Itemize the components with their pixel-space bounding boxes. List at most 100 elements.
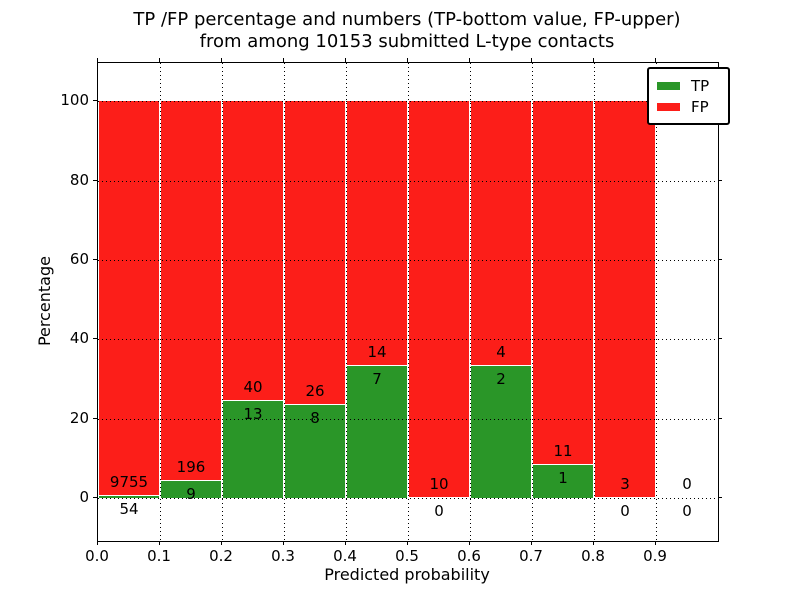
- x-tick-label: 0.3: [271, 547, 295, 565]
- x-tick-label: 0.8: [581, 547, 605, 565]
- tp-bar-segment: [223, 401, 283, 498]
- plot-area: TP FP 9755 54 196 9 40 13 26 8 14 7 10 0 4 2 11 1 3 0 0 0: [97, 62, 730, 542]
- tp-count-label: 8: [310, 409, 320, 427]
- tp-count-label: 13: [243, 405, 263, 423]
- fp-count-label: 3: [620, 475, 630, 493]
- x-tick-label: 0.0: [85, 547, 109, 565]
- fp-count-label: 26: [305, 382, 325, 400]
- x-tick-label: 0.2: [209, 547, 233, 565]
- horizontal-gridline: [98, 260, 718, 261]
- fp-count-label: 9755: [109, 473, 149, 491]
- x-tick-label: 0.5: [395, 547, 419, 565]
- fp-count-label: 10: [429, 475, 449, 493]
- tp-count-label: 0: [434, 502, 444, 520]
- x-axis-label: Predicted probability: [324, 565, 490, 584]
- vertical-gridline: [160, 63, 161, 541]
- fp-bar-segment: [533, 101, 593, 465]
- legend-item-fp: FP: [656, 96, 722, 117]
- x-tick-label: 0.7: [519, 547, 543, 565]
- legend-label-fp: FP: [691, 97, 709, 116]
- fp-bar-segment: [285, 101, 345, 405]
- x-tick-mark: [655, 58, 656, 62]
- y-tick-label: 80: [69, 171, 89, 189]
- vertical-gridline: [408, 63, 409, 541]
- tp-count-label: 2: [496, 370, 506, 388]
- legend-item-tp: TP: [656, 75, 722, 96]
- y-tick-mark: [93, 180, 97, 181]
- x-tick-mark: [221, 58, 222, 62]
- fp-count-label: 196: [176, 458, 206, 476]
- x-tick-mark: [97, 58, 98, 62]
- y-tick-mark: [718, 338, 722, 339]
- tp-swatch-icon: [656, 80, 681, 91]
- horizontal-gridline: [98, 101, 718, 102]
- x-tick-mark: [407, 541, 408, 545]
- tp-count-label: 0: [620, 502, 630, 520]
- vertical-gridline: [532, 63, 533, 541]
- y-tick-label: 40: [69, 329, 89, 347]
- fp-count-label: 0: [682, 475, 692, 493]
- fp-swatch-icon: [656, 101, 681, 112]
- tp-count-label: 7: [372, 370, 382, 388]
- tp-bar-segment: [471, 366, 531, 498]
- x-tick-mark: [655, 541, 656, 545]
- chart-title-line2: from among 10153 submitted L-type contac…: [199, 31, 615, 52]
- tp-count-label: 1: [558, 469, 568, 487]
- tp-bar-segment: [533, 465, 593, 498]
- y-tick-label: 20: [69, 409, 89, 427]
- fp-bar-segment: [347, 101, 407, 366]
- tp-bar-segment: [347, 366, 407, 498]
- y-tick-mark: [93, 497, 97, 498]
- y-tick-label: 100: [60, 91, 89, 109]
- y-tick-mark: [93, 418, 97, 419]
- y-tick-label: 0: [79, 488, 89, 506]
- fp-count-label: 4: [496, 343, 506, 361]
- y-tick-mark: [718, 259, 722, 260]
- tp-bar-segment: [99, 496, 159, 498]
- horizontal-gridline: [98, 498, 718, 499]
- tp-bar-segment: [161, 481, 221, 498]
- fp-count-label: 11: [553, 442, 573, 460]
- vertical-gridline: [284, 63, 285, 541]
- vertical-gridline: [470, 63, 471, 541]
- x-tick-mark: [221, 541, 222, 545]
- vertical-gridline: [594, 63, 595, 541]
- fp-bar-segment: [409, 101, 469, 498]
- fp-count-label: 14: [367, 343, 387, 361]
- tp-count-label: 54: [119, 500, 139, 518]
- x-tick-label: 0.1: [147, 547, 171, 565]
- x-tick-mark: [531, 541, 532, 545]
- x-tick-mark: [97, 541, 98, 545]
- fp-count-label: 40: [243, 378, 263, 396]
- vertical-gridline: [346, 63, 347, 541]
- y-tick-mark: [93, 259, 97, 260]
- legend-label-tp: TP: [691, 76, 710, 95]
- x-tick-mark: [345, 58, 346, 62]
- vertical-gridline: [222, 63, 223, 541]
- x-tick-mark: [345, 541, 346, 545]
- tp-bar-segment: [285, 405, 345, 498]
- x-tick-mark: [469, 58, 470, 62]
- y-axis-label: Percentage: [35, 256, 54, 347]
- x-tick-mark: [531, 58, 532, 62]
- chart-title: TP /FP percentage and numbers (TP-bottom…: [97, 9, 717, 53]
- horizontal-gridline: [98, 181, 718, 182]
- x-tick-mark: [469, 541, 470, 545]
- horizontal-gridline: [98, 419, 718, 420]
- legend: TP FP: [647, 67, 730, 125]
- tp-count-label: 0: [682, 502, 692, 520]
- tp-count-label: 9: [186, 485, 196, 503]
- fp-bar-segment: [161, 101, 221, 481]
- x-tick-label: 0.9: [643, 547, 667, 565]
- fp-bar-segment: [99, 101, 159, 496]
- y-tick-mark: [93, 100, 97, 101]
- y-tick-mark: [718, 497, 722, 498]
- fp-bar-segment: [471, 101, 531, 366]
- x-tick-mark: [159, 58, 160, 62]
- x-tick-mark: [283, 541, 284, 545]
- y-tick-mark: [93, 338, 97, 339]
- x-tick-label: 0.6: [457, 547, 481, 565]
- horizontal-gridline: [98, 339, 718, 340]
- y-tick-mark: [718, 418, 722, 419]
